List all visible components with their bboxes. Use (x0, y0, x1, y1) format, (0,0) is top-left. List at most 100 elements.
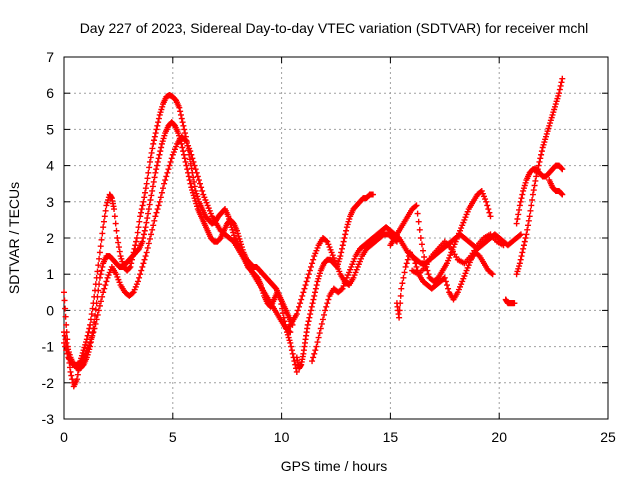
data-point (154, 162, 161, 169)
data-point (404, 256, 411, 263)
data-point (101, 285, 108, 292)
data-point (143, 180, 150, 187)
data-point (339, 242, 346, 249)
data-point (535, 162, 542, 169)
data-point (525, 217, 532, 224)
data-point (325, 296, 332, 303)
data-point (179, 144, 186, 151)
data-point (307, 263, 314, 270)
data-point (156, 198, 163, 205)
data-point (183, 162, 190, 169)
data-point (398, 285, 405, 292)
data-point (483, 198, 490, 205)
data-point (303, 278, 310, 285)
data-point (189, 155, 196, 162)
data-point (191, 183, 198, 190)
data-point (413, 202, 420, 209)
data-point (319, 316, 326, 323)
series-track-11 (513, 162, 566, 227)
data-point (194, 173, 201, 180)
x-axis-label: GPS time / hours (281, 458, 388, 474)
data-point (191, 195, 198, 202)
series-track-3 (61, 133, 294, 368)
y-tick-label: 4 (46, 158, 54, 174)
data-point (313, 282, 320, 289)
data-point (136, 274, 143, 281)
data-point (116, 279, 123, 286)
data-point (324, 300, 331, 307)
data-point (154, 206, 161, 213)
data-point (414, 210, 421, 217)
data-point (553, 98, 560, 105)
data-point (145, 206, 152, 213)
data-point (538, 151, 545, 158)
data-point (518, 253, 525, 260)
data-point (93, 316, 100, 323)
data-point (61, 297, 68, 304)
data-point (141, 227, 148, 234)
data-point (194, 203, 201, 210)
data-point (115, 244, 122, 251)
data-point (115, 239, 122, 246)
data-point (559, 166, 566, 173)
data-point (294, 307, 301, 314)
data-point (425, 271, 432, 278)
data-point (322, 307, 329, 314)
data-point (315, 334, 322, 341)
data-point (445, 285, 452, 292)
data-point (137, 213, 144, 220)
data-point (134, 229, 141, 236)
data-point (175, 130, 182, 137)
data-point (313, 247, 320, 254)
data-point (157, 148, 164, 155)
data-point (68, 372, 75, 379)
data-point (104, 199, 111, 206)
data-point (113, 271, 120, 278)
data-point (314, 278, 321, 285)
data-point (170, 149, 177, 156)
data-point (181, 155, 188, 162)
data-point (234, 230, 241, 237)
data-point (310, 256, 317, 263)
data-point (461, 273, 468, 280)
data-point (96, 249, 103, 256)
data-point (139, 263, 146, 270)
data-point (341, 235, 348, 241)
data-point (369, 191, 376, 198)
data-point (198, 184, 205, 191)
data-point (305, 318, 312, 325)
data-point (549, 111, 556, 118)
data-point (485, 206, 492, 213)
chart-title: Day 227 of 2023, Sidereal Day-to-day VTE… (80, 20, 589, 36)
data-point (315, 275, 322, 282)
data-point (336, 268, 343, 275)
data-point (443, 260, 450, 267)
data-point (133, 235, 140, 241)
data-point (90, 329, 97, 336)
data-point (451, 241, 458, 248)
data-point (83, 348, 90, 355)
data-point (189, 189, 196, 196)
data-point (238, 241, 245, 248)
data-point (523, 231, 530, 238)
data-point (87, 339, 94, 346)
data-point (147, 154, 154, 161)
data-point (308, 303, 315, 310)
series-track-8 (393, 249, 496, 321)
data-point (325, 241, 332, 248)
data-point (149, 226, 156, 233)
data-point (558, 190, 565, 197)
data-point (547, 117, 554, 124)
data-point (87, 316, 94, 323)
data-point (528, 202, 535, 209)
data-point (131, 286, 138, 293)
data-point (191, 178, 198, 185)
data-point (516, 263, 523, 270)
data-point (520, 185, 527, 192)
data-point (193, 200, 200, 207)
data-point (312, 347, 319, 354)
data-point (97, 243, 104, 250)
data-point (489, 271, 496, 278)
data-point (139, 238, 146, 245)
